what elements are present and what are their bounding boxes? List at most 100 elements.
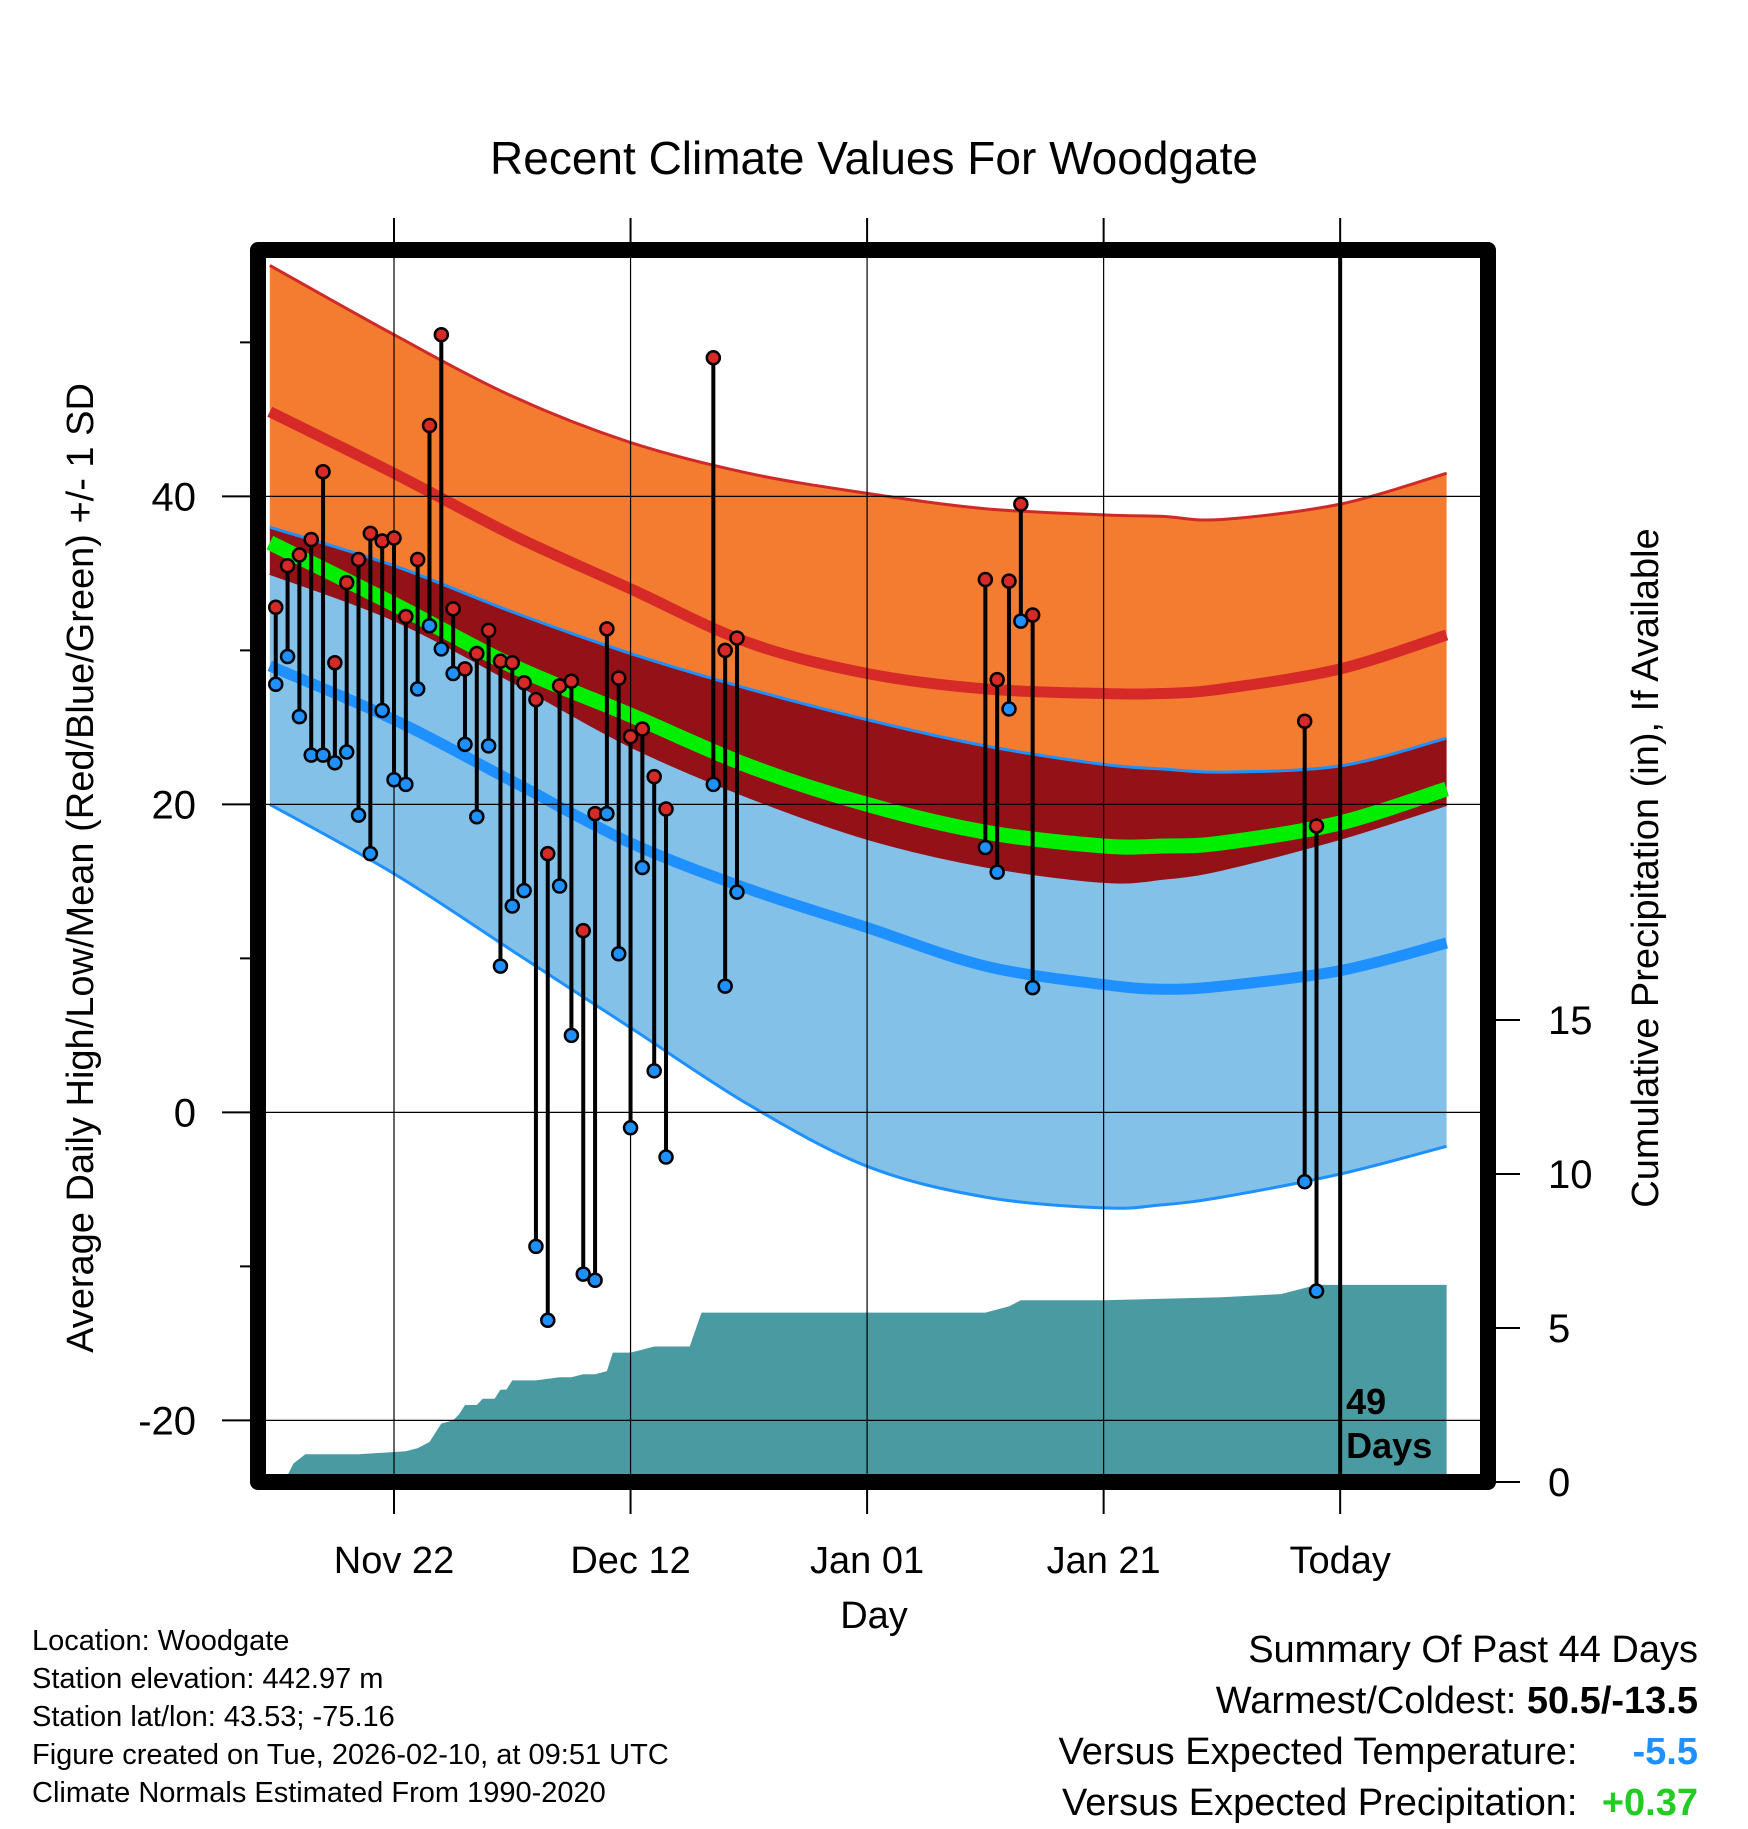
location-text: Location: Woodgate — [32, 1625, 290, 1657]
observed-high-point — [1001, 573, 1017, 589]
observed-low-point — [469, 808, 485, 825]
observed-high-point — [658, 801, 674, 817]
observed-high-point — [303, 531, 319, 548]
high-lower-edge — [269, 525, 1447, 774]
observed-high-point — [575, 922, 591, 939]
summary-row-extremes: Warmest/Coldest: 50.5/-13.5 — [1059, 1676, 1698, 1727]
y-tick-label: 20 — [152, 783, 197, 827]
y2-tick-label: 5 — [1548, 1307, 1570, 1351]
observed-low-point — [622, 1120, 639, 1136]
observed-low-point — [516, 882, 532, 899]
x-tick-label: Today — [1289, 1540, 1390, 1582]
observed-low-point — [327, 755, 343, 771]
observed-high-point — [480, 622, 497, 639]
low-lower-edge — [269, 803, 1447, 1210]
station-info: Location: Woodgate Station elevation: 44… — [32, 1622, 669, 1812]
x-axis-label: Day — [840, 1595, 908, 1637]
observed-high-point — [1308, 818, 1325, 834]
precipitation-area — [284, 1284, 1447, 1482]
low-upper-edge — [269, 571, 1448, 884]
observed-low-point — [528, 1238, 544, 1255]
x-tick-label: Nov 22 — [334, 1540, 454, 1582]
y2-tick-label: 15 — [1548, 999, 1593, 1043]
temperature-value: -5.5 — [1632, 1731, 1698, 1773]
observed-low-point — [267, 676, 284, 693]
x-tick-label: Jan 21 — [1047, 1540, 1161, 1582]
summary-panel: Summary Of Past 44 Days Warmest/Coldest:… — [1059, 1625, 1698, 1829]
observed-high-point — [634, 721, 651, 737]
observed-high-point — [1013, 496, 1029, 512]
observed-low-point — [338, 744, 355, 760]
observed-low-point — [480, 738, 497, 754]
observed-low-point — [279, 648, 296, 665]
observed-high-point — [445, 601, 461, 617]
high-sd-band — [269, 265, 1447, 773]
observed-low-point — [717, 978, 733, 994]
observed-high-point — [327, 654, 343, 671]
observed-high-point — [469, 645, 485, 662]
observed-high-point — [516, 674, 532, 691]
y-axis-label: Average Daily High/Low/Mean (Red/Blue/Gr… — [60, 383, 102, 1353]
observed-high-point — [421, 417, 438, 434]
observed-high-point — [989, 671, 1005, 688]
observed-high-point — [717, 642, 733, 659]
observed-high-point — [386, 530, 402, 546]
observed-low-point — [599, 805, 615, 822]
observed-low-point — [504, 898, 521, 914]
observed-low-point — [634, 859, 651, 876]
y2-axis-label: Cumulative Precipitation (in), If Availa… — [1625, 528, 1667, 1207]
summary-row-temperature: Versus Expected Temperature: -5.5 — [1059, 1727, 1698, 1778]
observed-high-point — [362, 525, 379, 542]
x-tick-label: Dec 12 — [570, 1540, 690, 1582]
precipitation-value: +0.37 — [1601, 1782, 1698, 1824]
days-count-label: 49 — [1346, 1381, 1386, 1422]
observed-high-point — [291, 547, 308, 563]
observed-high-point — [540, 845, 556, 862]
observed-high-point — [622, 728, 639, 745]
observed-high-point — [729, 630, 745, 646]
observed-high-point — [350, 551, 367, 568]
observed-low-point — [457, 736, 473, 753]
x-tick-label: Jan 01 — [810, 1540, 924, 1582]
observed-low-point — [433, 641, 450, 657]
y-tick-label: 40 — [152, 475, 197, 519]
observed-low-point — [575, 1266, 591, 1282]
normal-low-line — [267, 660, 1448, 995]
observed-low-point — [658, 1149, 674, 1165]
observed-high-point — [279, 557, 296, 574]
extremes-label: Warmest/Coldest: — [1215, 1680, 1517, 1722]
observed-high-point — [599, 621, 615, 637]
latlon-text: Station lat/lon: 43.53; -75.16 — [32, 1701, 395, 1733]
high-upper-edge — [269, 264, 1448, 522]
observed-low-point — [1001, 701, 1017, 717]
observed-low-point — [977, 839, 994, 856]
precipitation-label: Versus Expected Precipitation: — [1062, 1782, 1578, 1824]
chart-title: Recent Climate Values For Woodgate — [490, 132, 1258, 184]
extremes-value: 50.5/-13.5 — [1526, 1680, 1698, 1722]
normals-text: Climate Normals Estimated From 1990-2020 — [32, 1777, 606, 1809]
observed-low-point — [705, 776, 722, 793]
observed-high-point — [563, 673, 580, 689]
y-tick-label: 0 — [174, 1091, 196, 1135]
observed-low-point — [315, 747, 331, 763]
observed-low-point — [362, 845, 379, 862]
observed-high-point — [646, 768, 662, 785]
days-word-label: Days — [1346, 1425, 1432, 1466]
observed-low-point — [492, 958, 509, 974]
observed-low-point — [551, 878, 568, 894]
observed-high-point — [409, 551, 426, 568]
observed-high-point — [267, 599, 284, 616]
summary-row-precipitation: Versus Expected Precipitation: +0.37 — [1059, 1778, 1698, 1829]
observed-low-point — [646, 1063, 662, 1079]
observed-low-point — [563, 1027, 580, 1044]
observed-low-point — [587, 1272, 603, 1289]
observed-high-point — [977, 571, 994, 588]
observed-high-point — [1296, 713, 1313, 729]
observed-low-point — [409, 681, 426, 697]
observed-low-point — [421, 618, 438, 634]
observed-high-point — [315, 464, 331, 480]
observed-low-point — [350, 807, 367, 823]
plot-frame — [250, 242, 1496, 1490]
observed-high-point — [610, 670, 627, 686]
